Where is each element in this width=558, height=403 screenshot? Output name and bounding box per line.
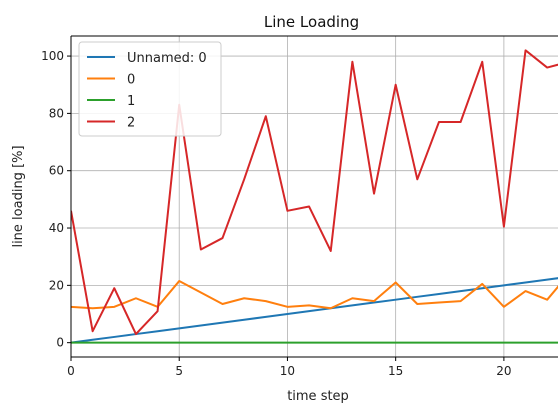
y-tick-label: 0 [56, 336, 64, 350]
chart-title: Line Loading [264, 13, 359, 31]
x-axis-label: time step [287, 389, 349, 403]
series-line-1 [71, 280, 558, 310]
y-tick-label: 40 [49, 221, 64, 235]
series-lines [71, 49, 558, 344]
legend-box [78, 41, 222, 137]
y-axis-label: line loading [%] [11, 145, 26, 247]
x-tick-label: 10 [280, 364, 295, 378]
y-tick-label: 100 [41, 49, 64, 63]
legend-label-2: 1 [127, 94, 135, 109]
legend: Unnamed: 0 0 1 2 [78, 41, 222, 137]
legend-label-1: 0 [127, 73, 135, 88]
y-tick-label: 80 [49, 106, 64, 120]
y-tick-label: 60 [49, 164, 64, 178]
y-tick-label: 20 [49, 278, 64, 292]
legend-label-0: Unnamed: 0 [127, 51, 207, 66]
x-tick-label: 0 [67, 364, 75, 378]
series-line-3 [71, 49, 558, 336]
x-tick-label: 15 [388, 364, 403, 378]
x-tick-label: 5 [175, 364, 183, 378]
axes-frame [70, 35, 558, 358]
legend-label-3: 2 [127, 116, 135, 131]
x-tick-label: 20 [496, 364, 511, 378]
